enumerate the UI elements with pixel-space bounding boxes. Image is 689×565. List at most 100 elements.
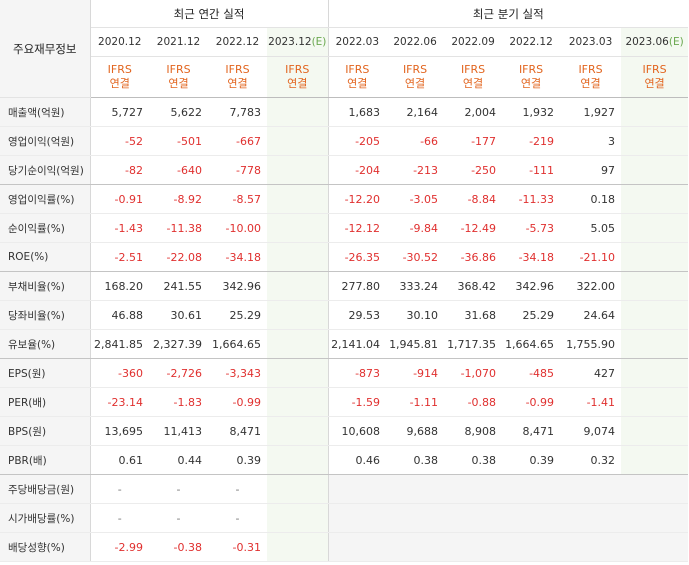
period-label: 2020.12 xyxy=(98,36,142,48)
metric-label: 배당성향(%) xyxy=(0,532,91,562)
quarter-period-header: 2023.06(E) xyxy=(621,27,689,57)
empty-cell xyxy=(328,474,387,504)
value-cell: -21.10 xyxy=(560,242,622,272)
value-cell xyxy=(267,503,329,533)
value-cell: 241.55 xyxy=(149,271,208,301)
table-row: 매출액(억원) 5,727 5,622 7,783 1,683 2,164 2,004 1,9… xyxy=(0,97,689,127)
value-cell: 5,622 xyxy=(149,97,208,127)
value-cell: 2,164 xyxy=(386,97,445,127)
value-cell: 0.32 xyxy=(560,445,622,475)
value-cell: 427 xyxy=(560,358,622,388)
value-cell: -205 xyxy=(328,126,387,156)
value-cell: 1,664.65 xyxy=(208,329,267,359)
value-cell: 97 xyxy=(560,155,622,185)
empty-cell xyxy=(621,503,689,533)
value-cell: 342.96 xyxy=(208,271,267,301)
value-cell: 1,755.90 xyxy=(560,329,622,359)
value-cell: 1,932 xyxy=(502,97,561,127)
value-cell: -12.49 xyxy=(444,213,503,243)
value-cell: -0.91 xyxy=(90,184,149,214)
value-cell xyxy=(621,97,689,127)
value-cell: -2.99 xyxy=(90,532,149,562)
value-cell: 10,608 xyxy=(328,416,387,446)
metric-label: 순이익률(%) xyxy=(0,213,91,243)
ifrs-consolidated-label: IFRS 연결 xyxy=(328,56,387,98)
empty-cell xyxy=(621,474,689,504)
metric-label: ROE(%) xyxy=(0,242,91,272)
quarter-period-header: 2022.09 xyxy=(444,27,503,57)
value-cell xyxy=(621,416,689,446)
value-cell: -23.14 xyxy=(90,387,149,417)
period-label: 2023.06 xyxy=(625,36,669,48)
metric-label: 당좌비율(%) xyxy=(0,300,91,330)
value-cell xyxy=(267,97,329,127)
value-cell: -0.88 xyxy=(444,387,503,417)
value-cell: 1,664.65 xyxy=(502,329,561,359)
value-cell: 13,695 xyxy=(90,416,149,446)
estimate-mark: (E) xyxy=(311,36,327,48)
value-cell: 0.61 xyxy=(90,445,149,475)
value-cell: -3.05 xyxy=(386,184,445,214)
value-cell: 25.29 xyxy=(208,300,267,330)
value-cell: -177 xyxy=(444,126,503,156)
value-cell: -3,343 xyxy=(208,358,267,388)
metric-label: PBR(배) xyxy=(0,445,91,475)
value-cell: -1.83 xyxy=(149,387,208,417)
empty-cell xyxy=(560,532,622,562)
value-cell: 2,327.39 xyxy=(149,329,208,359)
table-row: PBR(배) 0.61 0.44 0.39 0.46 0.38 0.38 0.39 0.32 xyxy=(0,445,689,475)
table-row: 순이익률(%) -1.43 -11.38 -10.00 -12.12 -9.84 -12.4… xyxy=(0,213,689,243)
ifrs-consolidated-label: IFRS 연결 xyxy=(208,56,267,98)
value-cell: -213 xyxy=(386,155,445,185)
value-cell xyxy=(621,184,689,214)
value-cell: -34.18 xyxy=(208,242,267,272)
empty-cell xyxy=(328,532,387,562)
value-cell: -36.86 xyxy=(444,242,503,272)
value-cell: 277.80 xyxy=(328,271,387,301)
period-label: 2022.09 xyxy=(451,36,495,48)
table-row: ROE(%) -2.51 -22.08 -34.18 -26.35 -30.52 -36.8… xyxy=(0,242,689,272)
value-cell xyxy=(621,300,689,330)
value-cell: -1,070 xyxy=(444,358,503,388)
value-cell: 168.20 xyxy=(90,271,149,301)
value-cell xyxy=(267,184,329,214)
table-row: 부채비율(%) 168.20 241.55 342.96 277.80 333.24 368… xyxy=(0,271,689,301)
quarter-period-header: 2023.03 xyxy=(560,27,622,57)
value-cell: -914 xyxy=(386,358,445,388)
empty-cell xyxy=(502,532,561,562)
metric-label: 주당배당금(원) xyxy=(0,474,91,504)
value-cell: -11.38 xyxy=(149,213,208,243)
value-cell: -0.99 xyxy=(502,387,561,417)
value-cell: -111 xyxy=(502,155,561,185)
value-cell xyxy=(267,213,329,243)
value-cell: -873 xyxy=(328,358,387,388)
value-cell: -5.73 xyxy=(502,213,561,243)
value-cell: 0.38 xyxy=(444,445,503,475)
value-cell: 5.05 xyxy=(560,213,622,243)
ifrs-consolidated-label: IFRS 연결 xyxy=(149,56,208,98)
value-cell: -22.08 xyxy=(149,242,208,272)
value-cell: 0.18 xyxy=(560,184,622,214)
annual-period-header: 2021.12 xyxy=(149,27,208,57)
ifrs-consolidated-label: IFRS 연결 xyxy=(621,56,689,98)
value-cell: 30.61 xyxy=(149,300,208,330)
period-label: 2022.03 xyxy=(335,36,379,48)
value-cell: -667 xyxy=(208,126,267,156)
value-cell: 0.44 xyxy=(149,445,208,475)
ifrs-consolidated-label: IFRS 연결 xyxy=(90,56,149,98)
period-label: 2022.06 xyxy=(393,36,437,48)
value-cell xyxy=(621,387,689,417)
value-cell xyxy=(267,445,329,475)
value-cell xyxy=(267,358,329,388)
value-cell xyxy=(267,126,329,156)
value-cell: 1,717.35 xyxy=(444,329,503,359)
value-cell: -1.11 xyxy=(386,387,445,417)
value-cell: -0.31 xyxy=(208,532,267,562)
value-cell xyxy=(267,300,329,330)
value-cell: 0.39 xyxy=(208,445,267,475)
empty-cell xyxy=(444,503,503,533)
value-cell: 7,783 xyxy=(208,97,267,127)
value-cell xyxy=(267,532,329,562)
table-row: 배당성향(%) -2.99 -0.38 -0.31 xyxy=(0,532,689,562)
